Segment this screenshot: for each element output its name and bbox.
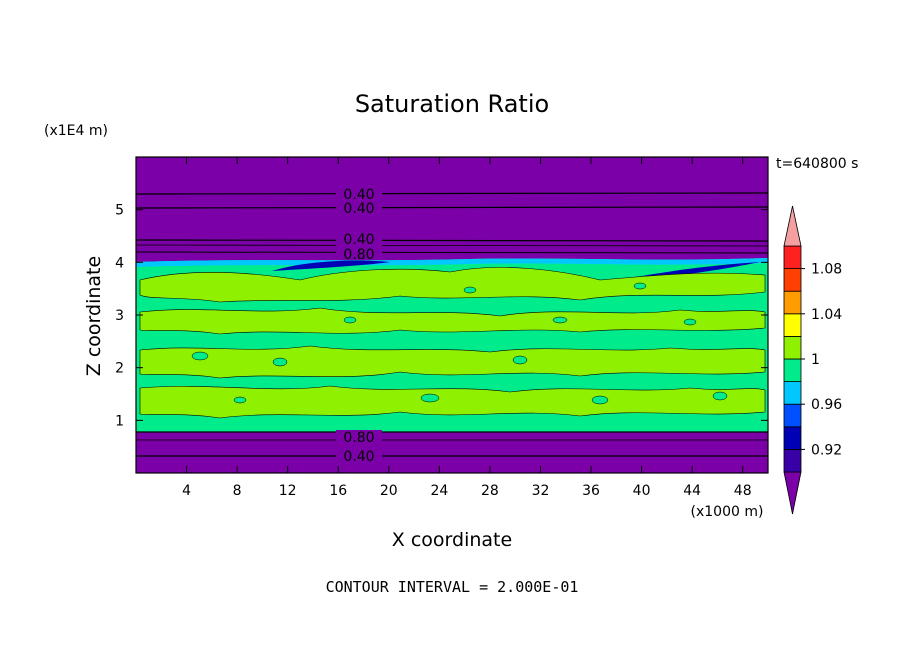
x-tick-label: 24 <box>430 483 448 499</box>
y-tick-label: 2 <box>115 361 124 377</box>
contour-interval-footer: CONTOUR INTERVAL = 2.000E-01 <box>326 578 579 596</box>
colorbar-segment <box>783 448 802 473</box>
colorbar-segment <box>783 381 802 405</box>
x-axis-label: X coordinate <box>392 529 512 551</box>
y-unit-label: (x1E4 m) <box>44 123 108 139</box>
colorbar-segment <box>783 335 802 360</box>
time-label: t=640800 s <box>776 156 858 172</box>
dry-streak-left <box>272 260 390 271</box>
colorbar-segment <box>783 313 802 337</box>
colorbar-segment <box>783 268 802 292</box>
x-axis: 4 8 12 16 20 24 28 32 36 40 44 48 <box>182 157 752 499</box>
x-tick-label: 12 <box>279 483 297 499</box>
x-tick-label: 20 <box>380 483 398 499</box>
contour-label: 0.40 <box>343 187 374 203</box>
lime-patches <box>139 267 766 419</box>
contour-labels: 0.40 0.40 0.40 0.80 0.80 0.40 <box>336 187 382 465</box>
x-tick-label: 40 <box>633 483 651 499</box>
x-tick-label: 16 <box>329 483 347 499</box>
x-unit-label: (x1000 m) <box>691 504 764 520</box>
colorbar-segment <box>783 290 802 315</box>
y-axis-label: Z coordinate <box>83 256 105 376</box>
y-tick-label: 1 <box>115 413 124 429</box>
x-tick-label: 44 <box>683 483 701 499</box>
contour-label: 0.80 <box>343 247 374 263</box>
x-tick-label: 28 <box>481 483 499 499</box>
contour-label: 0.40 <box>343 232 374 248</box>
y-axis: 1 2 3 4 5 <box>115 203 768 429</box>
colorbar-segment <box>783 426 802 450</box>
y-tick-label: 4 <box>115 255 124 271</box>
colorbar: 1.08 1.04 1 0.96 0.92 <box>783 205 842 515</box>
contour-label: 0.80 <box>343 430 374 446</box>
colorbar-segment <box>783 403 802 428</box>
colorbar-label: 1.04 <box>811 307 842 323</box>
colorbar-overflow-arrow <box>783 205 802 247</box>
colorbar-label: 0.92 <box>811 442 842 458</box>
colorbar-label: 0.96 <box>811 397 842 413</box>
x-tick-label: 36 <box>582 483 600 499</box>
cyan-edge <box>136 258 768 267</box>
x-tick-label: 32 <box>532 483 550 499</box>
chart-title: Saturation Ratio <box>355 90 549 118</box>
contour-label: 0.40 <box>343 201 374 217</box>
colorbar-segment <box>783 358 802 383</box>
y-tick-label: 3 <box>115 308 124 324</box>
x-tick-label: 48 <box>734 483 752 499</box>
green-specks <box>191 282 728 405</box>
colorbar-label: 1.08 <box>811 262 842 278</box>
x-tick-label: 4 <box>182 483 191 499</box>
colorbar-underflow-arrow <box>783 471 802 515</box>
contour-field <box>136 157 768 473</box>
y-tick-label: 5 <box>115 203 124 219</box>
colorbar-segment <box>783 245 802 270</box>
contour-label: 0.40 <box>343 449 374 465</box>
contour-lines <box>136 192 768 457</box>
colorbar-label: 1 <box>811 352 820 368</box>
x-tick-label: 8 <box>233 483 242 499</box>
